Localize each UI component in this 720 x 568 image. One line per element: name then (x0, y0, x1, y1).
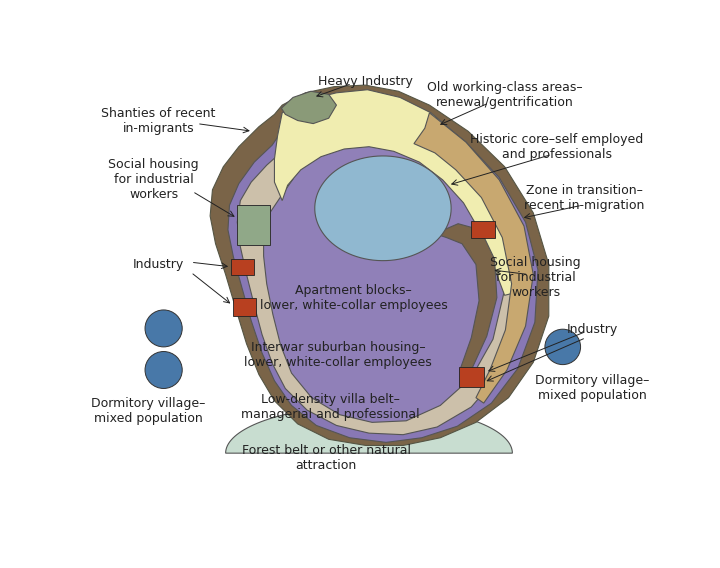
Bar (459, 367, 484, 387)
Polygon shape (414, 113, 534, 403)
Text: Industry: Industry (132, 258, 184, 271)
Bar (238, 205, 270, 245)
Polygon shape (315, 156, 451, 261)
Polygon shape (282, 91, 336, 124)
Text: Interwar suburban housing–
lower, white-collar employees: Interwar suburban housing– lower, white-… (244, 341, 432, 369)
Circle shape (145, 310, 182, 347)
Text: Dormitory village–
mixed population: Dormitory village– mixed population (91, 397, 205, 425)
Text: Low-density villa belt–
managerial and professional: Low-density villa belt– managerial and p… (241, 393, 420, 421)
Text: Dormitory village–
mixed population: Dormitory village– mixed population (535, 374, 649, 402)
Circle shape (545, 329, 580, 365)
Polygon shape (264, 116, 504, 423)
Text: Historic core–self employed
and professionals: Historic core–self employed and professi… (470, 133, 643, 161)
Text: Heavy Industry: Heavy Industry (318, 75, 413, 87)
Text: Industry: Industry (567, 323, 618, 336)
Text: Zone in transition–
recent in-migration: Zone in transition– recent in-migration (524, 183, 644, 211)
Bar (472, 220, 495, 237)
Text: Social housing
for industrial
workers: Social housing for industrial workers (108, 158, 199, 201)
Bar (233, 298, 256, 316)
Bar (231, 259, 254, 274)
Polygon shape (210, 85, 549, 445)
Polygon shape (238, 103, 523, 435)
Polygon shape (225, 406, 513, 453)
Circle shape (145, 352, 182, 389)
Polygon shape (228, 93, 538, 442)
Text: Shanties of recent
in-migrants: Shanties of recent in-migrants (101, 107, 215, 135)
Text: Social housing
for industrial
workers: Social housing for industrial workers (490, 256, 581, 299)
Polygon shape (435, 224, 497, 370)
Polygon shape (274, 90, 527, 295)
Text: Old working-class areas–
renewal/gentrification: Old working-class areas– renewal/gentrif… (427, 81, 582, 109)
Text: Apartment blocks–
lower, white-collar employees: Apartment blocks– lower, white-collar em… (260, 283, 447, 312)
Text: Forest belt or other natural
attraction: Forest belt or other natural attraction (242, 444, 411, 472)
